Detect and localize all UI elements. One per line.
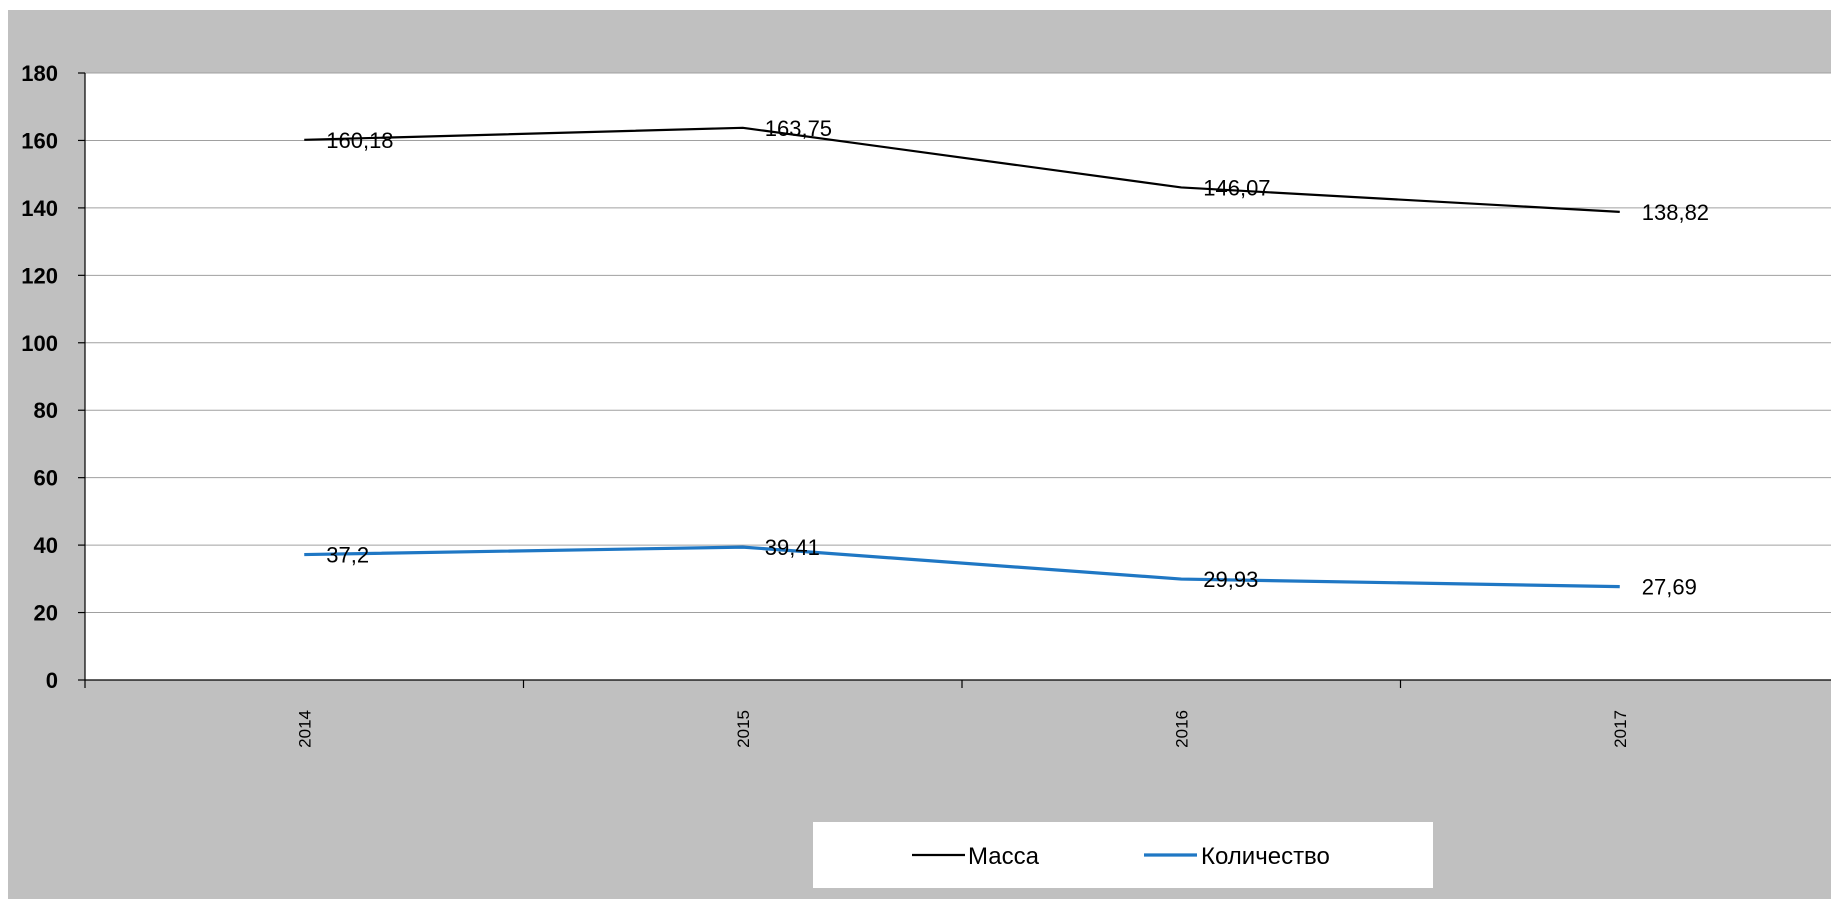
axes: 0 20 40 60 80 100 120 140 160 180 2014 2015 2016 2017 xyxy=(21,61,1831,748)
x-tick-label: 2015 xyxy=(734,710,753,748)
legend-label: Масса xyxy=(968,843,1040,870)
data-label: 163,75 xyxy=(765,116,832,141)
data-label: 37,2 xyxy=(326,543,369,568)
y-tick-label: 180 xyxy=(21,61,58,86)
y-tick-label: 40 xyxy=(34,533,58,558)
data-label: 29,93 xyxy=(1203,567,1258,592)
data-label: 160,18 xyxy=(326,128,393,153)
y-tick-label: 60 xyxy=(34,466,58,491)
y-tick-label: 140 xyxy=(21,196,58,221)
y-tick-label: 120 xyxy=(21,263,58,288)
x-tick-label: 2017 xyxy=(1611,710,1630,748)
y-tick-label: 0 xyxy=(46,668,58,693)
legend: Масса Количество xyxy=(813,822,1433,888)
y-tick-label: 20 xyxy=(34,601,58,626)
data-label: 138,82 xyxy=(1642,200,1709,225)
series-line-kolichestvo xyxy=(304,545,1620,589)
legend-label: Количество xyxy=(1201,843,1330,870)
x-tick-label: 2016 xyxy=(1172,710,1191,748)
data-label: 146,07 xyxy=(1203,175,1270,200)
series-layer: 160,18 163,75 146,07 138,82 37,2 39,41 29,93 27… xyxy=(304,116,1709,600)
series-line-massa xyxy=(304,126,1620,213)
data-label: 27,69 xyxy=(1642,575,1697,600)
y-tick-label: 160 xyxy=(21,128,58,153)
x-tick-label: 2014 xyxy=(295,710,314,748)
legend-box xyxy=(813,822,1433,888)
y-tick-label: 100 xyxy=(21,331,58,356)
plot-area xyxy=(85,73,1831,680)
data-label: 39,41 xyxy=(765,535,820,560)
y-tick-label: 80 xyxy=(34,398,58,423)
